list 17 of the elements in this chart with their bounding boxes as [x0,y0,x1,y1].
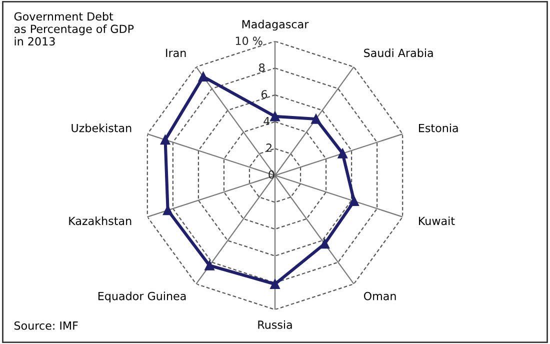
spoke-label: Equador Guinea [98,292,186,302]
chart-title: Government Debt as Percentage of GDP in 2013 [14,12,134,46]
y-tick-label: 4 [264,116,270,126]
spoke-label: Kuwait [418,216,455,226]
spoke-label: Uzbekistan [72,124,132,132]
y-tick-label: 6 [261,90,268,98]
spoke-label: Madagascar [242,20,309,31]
y-tick-label: 8 [259,63,265,72]
spoke-label: Oman [364,292,396,300]
spoke-label: Saudi Arabia [364,48,433,58]
spoke-label: Kazakhstan [69,216,132,226]
y-tick-label: 2 [266,144,272,152]
y-tick-label: 10 % [236,36,262,46]
spoke-label: Estonia [418,124,458,132]
spoke-label: Russia [258,320,292,329]
spoke-label: Iran [166,48,186,58]
source-note: Source: IMF [14,321,78,330]
